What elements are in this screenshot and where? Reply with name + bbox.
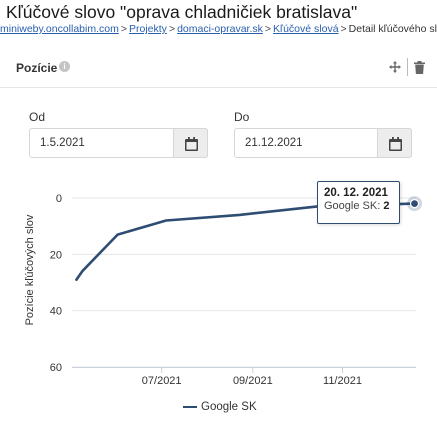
y-tick-label: 40 — [50, 306, 62, 318]
move-icon[interactable] — [389, 61, 401, 73]
card-header: Pozície i — [0, 48, 437, 88]
tooltip-value: 2 — [383, 200, 390, 212]
calendar-icon — [389, 137, 402, 151]
breadcrumb-link-project[interactable]: domaci-opravar.sk — [177, 23, 263, 35]
legend-swatch — [183, 405, 197, 408]
trash-icon[interactable] — [414, 61, 425, 74]
header-divider — [407, 58, 408, 76]
info-icon[interactable]: i — [59, 61, 70, 72]
x-tick-label: 07/2021 — [142, 375, 182, 387]
y-tick-label: 20 — [50, 249, 62, 261]
from-calendar-button[interactable] — [173, 128, 208, 158]
tooltip-series-name: Google SK — [324, 200, 378, 212]
y-tick-label: 0 — [56, 193, 62, 205]
tooltip-separator: : — [377, 200, 381, 212]
breadcrumb-separator: > — [340, 23, 347, 35]
x-tick-label: 11/2021 — [323, 375, 362, 387]
positions-chart: 0 20 40 60 07/2021 09/2021 11/2021 — [50, 193, 423, 387]
breadcrumb-separator: > — [120, 23, 127, 35]
x-tick-label: 09/2021 — [233, 375, 273, 387]
to-calendar-button[interactable] — [377, 128, 412, 158]
calendar-icon — [185, 137, 198, 151]
breadcrumb-current: Detail kľúčového slova — [348, 23, 437, 35]
breadcrumb-link-projects[interactable]: Projekty — [129, 23, 167, 35]
chart-tooltip: 20. 12. 2021 Google SK: 2 — [317, 181, 400, 224]
legend-label: Google SK — [201, 401, 257, 413]
card-title: Pozície — [16, 61, 58, 75]
breadcrumb-link-keywords[interactable]: Kľúčové slová — [273, 23, 339, 35]
breadcrumb-link-domain[interactable]: miniweby.oncollabim.com — [0, 23, 119, 35]
breadcrumb-separator: > — [264, 23, 272, 35]
page-title: Kľúčové slovo "oprava chladničiek bratis… — [6, 2, 358, 22]
tooltip-date: 20. 12. 2021 — [324, 187, 388, 199]
from-label: Od — [29, 110, 46, 124]
breadcrumb: miniweby.oncollabim.com > Projekty > domaci-… — [0, 23, 437, 35]
chart-legend[interactable]: Google SK — [183, 401, 257, 413]
breadcrumb-separator: > — [168, 23, 176, 35]
highlight-point — [409, 199, 420, 209]
to-label: Do — [234, 110, 250, 124]
tooltip-series: Google SK: 2 — [324, 200, 399, 212]
positions-card — [0, 44, 437, 422]
y-tick-label: 60 — [50, 362, 62, 374]
